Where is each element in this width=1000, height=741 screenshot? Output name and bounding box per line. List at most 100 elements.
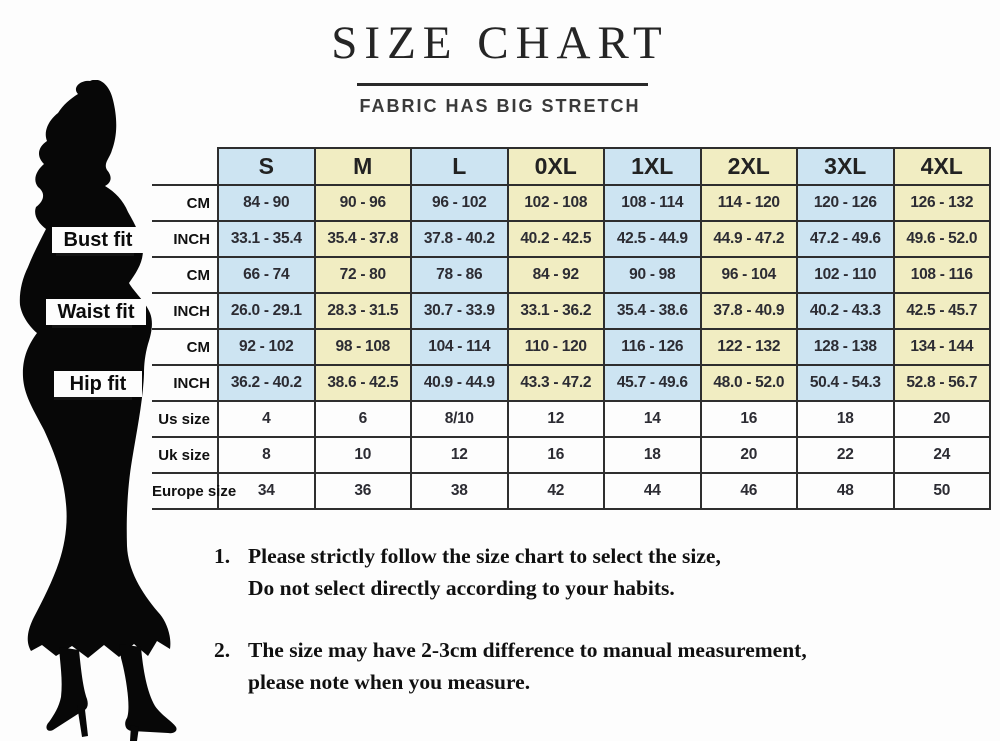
note-2: 2. The size may have 2-3cm difference to… — [214, 634, 954, 698]
size-header-1xl: 1XL — [603, 147, 702, 186]
size-cell: 34 — [217, 472, 316, 510]
size-cell: 20 — [699, 436, 798, 474]
size-cell: 47.2 - 49.6 — [796, 220, 895, 258]
row-label: Us size — [152, 400, 218, 437]
size-cell: 134 - 144 — [892, 328, 991, 366]
hip-fit-underline — [54, 397, 132, 400]
size-cell: 72 - 80 — [313, 256, 412, 294]
size-cell: 35.4 - 37.8 — [313, 220, 412, 258]
size-cell: 122 - 132 — [699, 328, 798, 366]
size-cell: 14 — [603, 400, 702, 438]
size-cell: 45.7 - 49.6 — [603, 364, 702, 402]
size-header-s: S — [217, 147, 316, 186]
size-cell: 128 - 138 — [796, 328, 895, 366]
size-cell: 44 — [603, 472, 702, 510]
note-2-number: 2. — [214, 638, 231, 662]
row-label: INCH — [152, 292, 218, 329]
notes-section: 1. Please strictly follow the size chart… — [214, 540, 954, 728]
size-cell: 50.4 - 54.3 — [796, 364, 895, 402]
note-1-text: Please strictly follow the size chart to… — [248, 540, 954, 604]
size-cell: 116 - 126 — [603, 328, 702, 366]
size-cell: 49.6 - 52.0 — [892, 220, 991, 258]
note-1-number: 1. — [214, 544, 231, 568]
size-cell: 96 - 102 — [410, 184, 509, 222]
size-cell: 108 - 114 — [603, 184, 702, 222]
page-title: SIZE CHART — [331, 17, 669, 69]
size-header-2xl: 2XL — [699, 147, 798, 186]
size-cell: 24 — [892, 436, 991, 474]
size-cell: 16 — [699, 400, 798, 438]
size-cell: 38.6 - 42.5 — [313, 364, 412, 402]
row-label: CM — [152, 328, 218, 365]
size-cell: 120 - 126 — [796, 184, 895, 222]
size-cell: 114 - 120 — [699, 184, 798, 222]
size-cell: 26.0 - 29.1 — [217, 292, 316, 330]
size-cell: 30.7 - 33.9 — [410, 292, 509, 330]
note-2-text: The size may have 2-3cm difference to ma… — [248, 634, 954, 698]
size-cell: 38 — [410, 472, 509, 510]
size-cell: 20 — [892, 400, 991, 438]
size-cell: 36 — [313, 472, 412, 510]
row-label: Europe size — [152, 472, 236, 510]
size-cell: 12 — [506, 400, 605, 438]
size-cell: 92 - 102 — [217, 328, 316, 366]
size-cell: 33.1 - 36.2 — [506, 292, 605, 330]
bust-fit-label: Bust fit — [52, 227, 144, 253]
size-cell: 12 — [410, 436, 509, 474]
size-header-4xl: 4XL — [892, 147, 991, 186]
woman-silhouette-image — [19, 80, 177, 741]
row-label: INCH — [152, 364, 218, 401]
hip-fit-label: Hip fit — [54, 371, 142, 397]
size-cell: 48 — [796, 472, 895, 510]
size-cell: 35.4 - 38.6 — [603, 292, 702, 330]
size-cell: 40.9 - 44.9 — [410, 364, 509, 402]
size-cell: 40.2 - 42.5 — [506, 220, 605, 258]
size-cell: 96 - 104 — [699, 256, 798, 294]
corner-cell — [152, 148, 218, 185]
size-cell: 36.2 - 40.2 — [217, 364, 316, 402]
size-cell: 33.1 - 35.4 — [217, 220, 316, 258]
size-cell: 4 — [217, 400, 316, 438]
size-cell: 42 — [506, 472, 605, 510]
size-cell: 102 - 108 — [506, 184, 605, 222]
size-cell: 48.0 - 52.0 — [699, 364, 798, 402]
size-cell: 42.5 - 44.9 — [603, 220, 702, 258]
size-cell: 126 - 132 — [892, 184, 991, 222]
bust-fit-underline — [56, 253, 134, 256]
size-cell: 10 — [313, 436, 412, 474]
size-cell: 28.3 - 31.5 — [313, 292, 412, 330]
size-cell: 52.8 - 56.7 — [892, 364, 991, 402]
size-cell: 90 - 96 — [313, 184, 412, 222]
size-cell: 84 - 92 — [506, 256, 605, 294]
row-label: Uk size — [152, 436, 218, 473]
size-cell: 43.3 - 47.2 — [506, 364, 605, 402]
note-1-line-2: Do not select directly according to your… — [248, 576, 675, 600]
size-cell: 22 — [796, 436, 895, 474]
note-2-line-2: please note when you measure. — [248, 670, 531, 694]
waist-fit-label: Waist fit — [46, 299, 146, 325]
size-cell: 104 - 114 — [410, 328, 509, 366]
size-table: S M L 0XL 1XL 2XL 3XL 4XL CM 84 - 90 90 - 96 96 - 1… — [152, 147, 991, 510]
size-cell: 108 - 116 — [892, 256, 991, 294]
row-label: CM — [152, 256, 218, 293]
note-1: 1. Please strictly follow the size chart… — [214, 540, 954, 604]
row-label: CM — [152, 184, 218, 221]
row-label: INCH — [152, 220, 218, 257]
size-header-0xl: 0XL — [506, 147, 605, 186]
note-2-line-1: The size may have 2-3cm difference to ma… — [248, 638, 807, 662]
size-cell: 110 - 120 — [506, 328, 605, 366]
size-cell: 37.8 - 40.2 — [410, 220, 509, 258]
title-divider — [357, 83, 648, 86]
size-cell: 44.9 - 47.2 — [699, 220, 798, 258]
size-cell: 40.2 - 43.3 — [796, 292, 895, 330]
size-cell: 18 — [603, 436, 702, 474]
size-cell: 66 - 74 — [217, 256, 316, 294]
size-cell: 78 - 86 — [410, 256, 509, 294]
size-cell: 50 — [892, 472, 991, 510]
size-cell: 8/10 — [410, 400, 509, 438]
size-cell: 16 — [506, 436, 605, 474]
size-header-l: L — [410, 147, 509, 186]
size-cell: 84 - 90 — [217, 184, 316, 222]
size-cell: 6 — [313, 400, 412, 438]
